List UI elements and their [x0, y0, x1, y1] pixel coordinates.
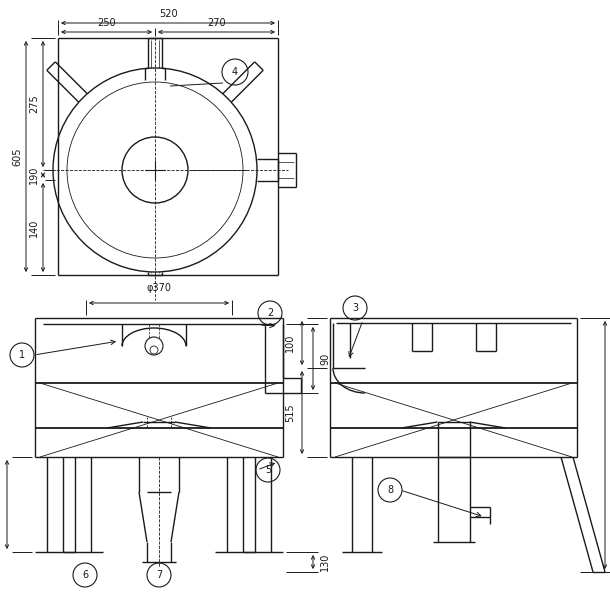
Text: 4: 4 [232, 67, 238, 77]
Text: 100: 100 [285, 334, 295, 352]
Text: 605: 605 [12, 147, 22, 166]
Text: 520: 520 [159, 9, 178, 19]
Text: 2: 2 [267, 308, 273, 318]
Text: 270: 270 [207, 18, 226, 28]
Text: 8: 8 [387, 485, 393, 495]
Text: 275: 275 [29, 95, 39, 113]
Text: 1: 1 [19, 350, 25, 360]
Text: 7: 7 [156, 570, 162, 580]
Text: 515: 515 [285, 403, 295, 422]
Text: 90: 90 [320, 353, 330, 365]
Text: 5: 5 [265, 465, 271, 475]
Text: 140: 140 [29, 218, 39, 237]
Text: φ370: φ370 [146, 283, 171, 293]
Text: 6: 6 [82, 570, 88, 580]
Text: 3: 3 [352, 303, 358, 313]
Text: 190: 190 [29, 166, 39, 184]
Text: 250: 250 [97, 18, 116, 28]
Text: 130: 130 [320, 553, 330, 571]
